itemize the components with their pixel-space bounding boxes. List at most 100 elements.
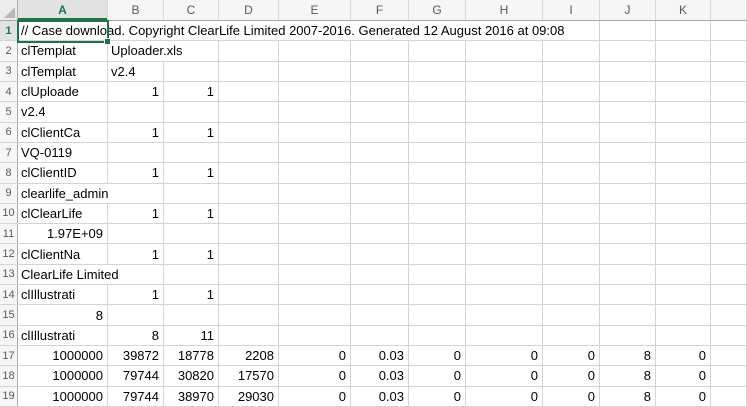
cell-F4[interactable]	[351, 81, 409, 102]
cell-C11[interactable]	[164, 224, 219, 244]
cell-K9[interactable]	[656, 183, 711, 203]
cell-H14[interactable]	[466, 285, 543, 305]
cell-C4[interactable]: 1	[164, 81, 219, 102]
column-header-C[interactable]: C	[164, 0, 219, 20]
cell-I11[interactable]	[543, 224, 600, 244]
cell-G7[interactable]	[409, 142, 466, 163]
row-header-10[interactable]: 10	[0, 203, 18, 224]
column-header-I[interactable]: I	[543, 0, 600, 20]
cell-B12[interactable]: 1	[108, 244, 164, 264]
cell-J12[interactable]	[600, 244, 656, 264]
cell-G5[interactable]	[409, 102, 466, 122]
cell-I2[interactable]	[543, 41, 600, 61]
cell-K16[interactable]	[656, 325, 711, 345]
row-header-18[interactable]: 18	[0, 366, 18, 386]
cell-K4[interactable]	[656, 81, 711, 102]
cell-C13[interactable]	[164, 264, 219, 285]
cell-K13[interactable]	[656, 264, 711, 285]
cell-G9[interactable]	[409, 183, 466, 203]
cell-E6[interactable]	[279, 122, 351, 142]
cell-L18[interactable]	[711, 366, 747, 386]
column-header-K[interactable]: K	[656, 0, 711, 20]
cell-C8[interactable]: 1	[164, 163, 219, 183]
cell-K15[interactable]	[656, 305, 711, 325]
cell-G14[interactable]	[409, 285, 466, 305]
cell-C16[interactable]: 11	[164, 325, 219, 345]
cell-J2[interactable]	[600, 41, 656, 61]
cell-A4[interactable]: clUploade	[18, 81, 108, 102]
column-header-J[interactable]: J	[600, 0, 656, 20]
cell-G3[interactable]	[409, 61, 466, 81]
cell-F3[interactable]	[351, 61, 409, 81]
cell-B2[interactable]: Uploader.xls	[108, 41, 219, 61]
cell-L2[interactable]	[711, 41, 747, 61]
cell-L3[interactable]	[711, 61, 747, 81]
cell-H6[interactable]	[466, 122, 543, 142]
cell-K19[interactable]: 0	[656, 386, 711, 406]
cell-K18[interactable]: 0	[656, 366, 711, 386]
cell-D18[interactable]: 17570	[219, 366, 279, 386]
cell-L16[interactable]	[711, 325, 747, 345]
cell-J13[interactable]	[600, 264, 656, 285]
cell-H9[interactable]	[466, 183, 543, 203]
row-header-6[interactable]: 6	[0, 122, 18, 142]
cell-I10[interactable]	[543, 203, 600, 224]
cell-D4[interactable]	[219, 81, 279, 102]
cell-L17[interactable]	[711, 346, 747, 366]
cell-F12[interactable]	[351, 244, 409, 264]
cell-K7[interactable]	[656, 142, 711, 163]
cell-K8[interactable]	[656, 163, 711, 183]
cell-G13[interactable]	[409, 264, 466, 285]
cell-C7[interactable]	[164, 142, 219, 163]
cell-J7[interactable]	[600, 142, 656, 163]
row-header-13[interactable]: 13	[0, 264, 18, 285]
cell-G8[interactable]	[409, 163, 466, 183]
cell-C15[interactable]	[164, 305, 219, 325]
cell-E12[interactable]	[279, 244, 351, 264]
cell-H5[interactable]	[466, 102, 543, 122]
cell-E18[interactable]: 0	[279, 366, 351, 386]
cell-L19[interactable]	[711, 386, 747, 406]
cell-J3[interactable]	[600, 61, 656, 81]
cell-I6[interactable]	[543, 122, 600, 142]
cell-I15[interactable]	[543, 305, 600, 325]
cell-B14[interactable]: 1	[108, 285, 164, 305]
cell-C3[interactable]	[164, 61, 219, 81]
cell-A18[interactable]: 1000000	[18, 366, 108, 386]
cell-L10[interactable]	[711, 203, 747, 224]
cell-J14[interactable]	[600, 285, 656, 305]
cell-F14[interactable]	[351, 285, 409, 305]
column-header-B[interactable]: B	[108, 0, 164, 20]
cell-D7[interactable]	[219, 142, 279, 163]
cell-G2[interactable]	[409, 41, 466, 61]
cell-A6[interactable]: clClientCa	[18, 122, 108, 142]
row-header-5[interactable]: 5	[0, 102, 18, 122]
cell-G19[interactable]: 0	[409, 386, 466, 406]
cell-I19[interactable]: 0	[543, 386, 600, 406]
cell-H12[interactable]	[466, 244, 543, 264]
cell-H18[interactable]: 0	[466, 366, 543, 386]
row-header-14[interactable]: 14	[0, 285, 18, 305]
cell-L4[interactable]	[711, 81, 747, 102]
cell-G12[interactable]	[409, 244, 466, 264]
cell-J6[interactable]	[600, 122, 656, 142]
cell-D14[interactable]	[219, 285, 279, 305]
cell-G15[interactable]	[409, 305, 466, 325]
cell-C18[interactable]: 30820	[164, 366, 219, 386]
cell-E13[interactable]	[279, 264, 351, 285]
cell-I7[interactable]	[543, 142, 600, 163]
cell-I9[interactable]	[543, 183, 600, 203]
cell-A17[interactable]: 1000000	[18, 346, 108, 366]
cell-K12[interactable]	[656, 244, 711, 264]
row-header-15[interactable]: 15	[0, 305, 18, 325]
cell-A15[interactable]: 8	[18, 305, 108, 325]
column-header-L[interactable]	[711, 0, 747, 20]
row-header-11[interactable]: 11	[0, 224, 18, 244]
cell-D16[interactable]	[219, 325, 279, 345]
cell-I18[interactable]: 0	[543, 366, 600, 386]
cell-K14[interactable]	[656, 285, 711, 305]
cell-D6[interactable]	[219, 122, 279, 142]
cell-L13[interactable]	[711, 264, 747, 285]
cell-D13[interactable]	[219, 264, 279, 285]
fill-handle[interactable]	[104, 38, 111, 45]
